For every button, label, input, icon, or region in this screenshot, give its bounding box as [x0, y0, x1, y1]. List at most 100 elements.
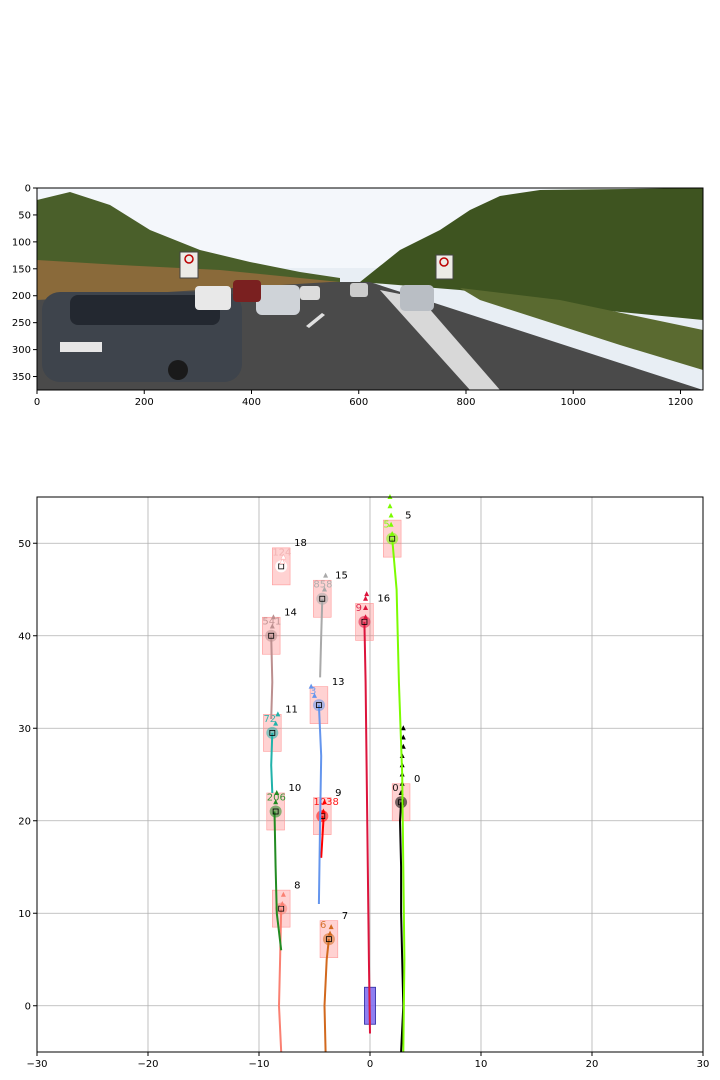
trajectory-line: [391, 538, 406, 1053]
prediction-point: [280, 891, 286, 897]
trajectory-line: [270, 732, 274, 794]
plot-y-tick-label: 40: [18, 631, 31, 642]
center-square: [278, 905, 285, 912]
plot-y-tick-label: 0: [25, 1001, 31, 1012]
track-inner-label: 3: [310, 686, 316, 697]
plot-x-tick-label: −30: [26, 1059, 47, 1070]
track-inner-label: 6: [320, 920, 326, 931]
track-7: 76: [319, 911, 348, 1053]
camera-axes-frame: [36, 187, 704, 391]
track-0: 00: [391, 725, 420, 1053]
prediction-point: [270, 614, 276, 620]
prediction-point: [323, 572, 329, 578]
position-marker: [316, 592, 329, 605]
trajectory-line: [277, 908, 283, 1053]
tracks: 0055169910387681020611721331454115858181…: [262, 494, 420, 1053]
trajectory-line: [323, 938, 330, 1053]
track-inner-label: 541: [262, 617, 281, 628]
track-id-label: 14: [284, 607, 297, 618]
track-id-label: 5: [405, 510, 411, 521]
tracking-panel: 0055169910387681020611721331454115858181…: [18, 494, 709, 1070]
track-id-label: 18: [294, 538, 307, 549]
track-inner-label: 858: [313, 580, 332, 591]
prediction-point: [279, 558, 286, 564]
prediction-point: [274, 790, 280, 795]
prediction-point: [312, 692, 317, 698]
prediction-point: [389, 531, 395, 536]
center-square: [268, 632, 275, 639]
camera-image: [37, 188, 703, 390]
camera-y-tick-label: 250: [12, 318, 31, 329]
position-marker: [312, 699, 325, 712]
position-marker: [269, 805, 282, 818]
prediction-point: [388, 512, 394, 518]
camera-y-tick-label: 300: [12, 345, 31, 356]
center-square: [319, 595, 326, 602]
prediction-point: [308, 683, 314, 689]
plot-y-tick-label: 30: [18, 724, 31, 735]
camera-y-tick-label: 350: [12, 372, 31, 383]
plot-y-tick-label: 10: [18, 909, 31, 920]
track-id-label: 15: [335, 570, 348, 581]
track-16: 16 9: [355, 591, 390, 1034]
position-marker: [395, 796, 408, 809]
center-square: [389, 535, 396, 542]
prediction-point: [363, 595, 369, 601]
camera-y-tick-label: 150: [12, 264, 31, 275]
prediction-point: [321, 586, 327, 592]
camera-panel: 0 200 400 600 800 1000 1200 0 50 100 150 200 250 300…: [12, 184, 704, 408]
camera-x-tick-label: 1000: [561, 397, 586, 408]
track-inner-label: 5: [383, 520, 389, 531]
plot-x-tick-label: 0: [367, 1059, 373, 1070]
center-square: [398, 799, 404, 806]
track-id-label: 11: [285, 705, 298, 716]
plot-x-tick-label: −20: [137, 1059, 158, 1070]
camera-x-tick-label: 0: [34, 397, 40, 408]
track-inner-label: 9: [356, 603, 362, 614]
center-square: [272, 808, 279, 815]
track-id-label: 8: [294, 880, 300, 891]
track-11: 11 72: [263, 705, 298, 794]
plot-x-tick-label: 30: [697, 1059, 710, 1070]
camera-y-tick-label: 50: [18, 210, 31, 221]
camera-x-ticks: 0 200 400 600 800 1000 1200: [34, 390, 693, 408]
track-id-label: 10: [289, 783, 302, 794]
camera-y-tick-label: 0: [25, 184, 31, 195]
camera-x-tick-label: 200: [135, 397, 154, 408]
prediction-point: [279, 901, 285, 906]
center-square: [326, 936, 332, 943]
prediction-point: [280, 553, 287, 560]
prediction-point: [328, 924, 334, 930]
camera-x-tick-label: 1200: [668, 397, 693, 408]
camera-y-tick-label: 100: [12, 237, 31, 248]
trajectory-line: [273, 811, 283, 951]
prediction-point: [321, 799, 327, 805]
prediction-point: [363, 605, 369, 610]
camera-y-tick-label: 200: [12, 291, 31, 302]
prediction-point: [400, 734, 406, 740]
prediction-point: [400, 725, 406, 731]
track-5: 55: [383, 494, 411, 1053]
camera-x-tick-label: 400: [242, 397, 261, 408]
trajectory-line: [363, 621, 371, 1034]
plot-x-tick-label: 20: [586, 1059, 599, 1070]
position-marker: [265, 629, 278, 642]
camera-y-ticks: 0 50 100 150 200 250 300 350: [12, 184, 37, 383]
plot-x-tick-label: 10: [475, 1059, 488, 1070]
prediction-point: [273, 720, 279, 726]
plot-y-tick-label: 50: [18, 539, 31, 550]
camera-x-tick-label: 800: [456, 397, 475, 408]
prediction-point: [388, 521, 394, 527]
prediction-point: [327, 930, 333, 936]
track-inner-label: 0: [392, 783, 398, 794]
trajectory-line: [270, 635, 274, 720]
prediction-point: [320, 808, 326, 814]
prediction-point: [363, 614, 369, 620]
prediction-point: [364, 591, 370, 597]
track-id-label: 0: [414, 774, 420, 785]
position-marker: [266, 726, 279, 739]
